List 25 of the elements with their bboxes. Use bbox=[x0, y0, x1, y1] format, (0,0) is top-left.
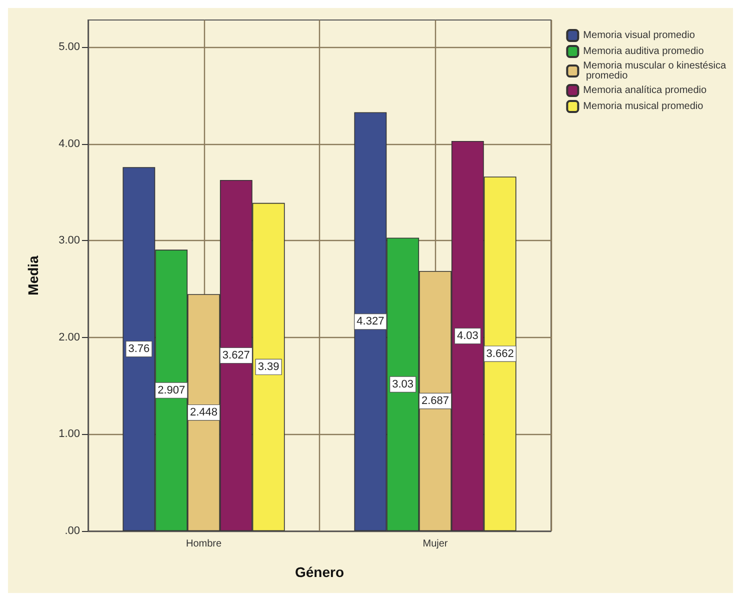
data-label: 2.448 bbox=[190, 406, 218, 419]
data-label: 2.907 bbox=[158, 384, 186, 396]
y-tick-label: 2.00 bbox=[58, 331, 80, 344]
data-label: 3.03 bbox=[392, 378, 414, 390]
data-label: 3.627 bbox=[222, 349, 250, 362]
legend-label: Memoria visual promedio bbox=[583, 30, 696, 41]
data-label: 3.39 bbox=[258, 360, 280, 373]
x-tick-label: Mujer bbox=[422, 538, 448, 550]
data-label: 4.03 bbox=[456, 330, 478, 342]
y-tick-label: 1.00 bbox=[58, 428, 80, 440]
legend-label: Memoria analítica promedio bbox=[583, 85, 707, 96]
data-label: 4.327 bbox=[356, 316, 384, 328]
y-tick-label: 5.00 bbox=[58, 41, 80, 54]
legend-label: Memoria musical promedio bbox=[583, 101, 704, 112]
data-label: 2.687 bbox=[421, 394, 450, 407]
x-axis-title: Género bbox=[294, 564, 344, 580]
x-tick-label: Hombre bbox=[186, 538, 222, 550]
y-axis-title: Media bbox=[25, 255, 41, 296]
legend-label: Memoria muscular o kinestésica promedio bbox=[583, 60, 726, 82]
y-tick-label: 4.00 bbox=[58, 138, 80, 150]
legend-label: Memoria auditiva promedio bbox=[583, 46, 704, 57]
data-label: 3.662 bbox=[486, 348, 514, 360]
data-label: 3.76 bbox=[128, 343, 150, 356]
y-tick-label: 3.00 bbox=[58, 234, 80, 247]
y-tick-label: .00 bbox=[64, 525, 80, 537]
